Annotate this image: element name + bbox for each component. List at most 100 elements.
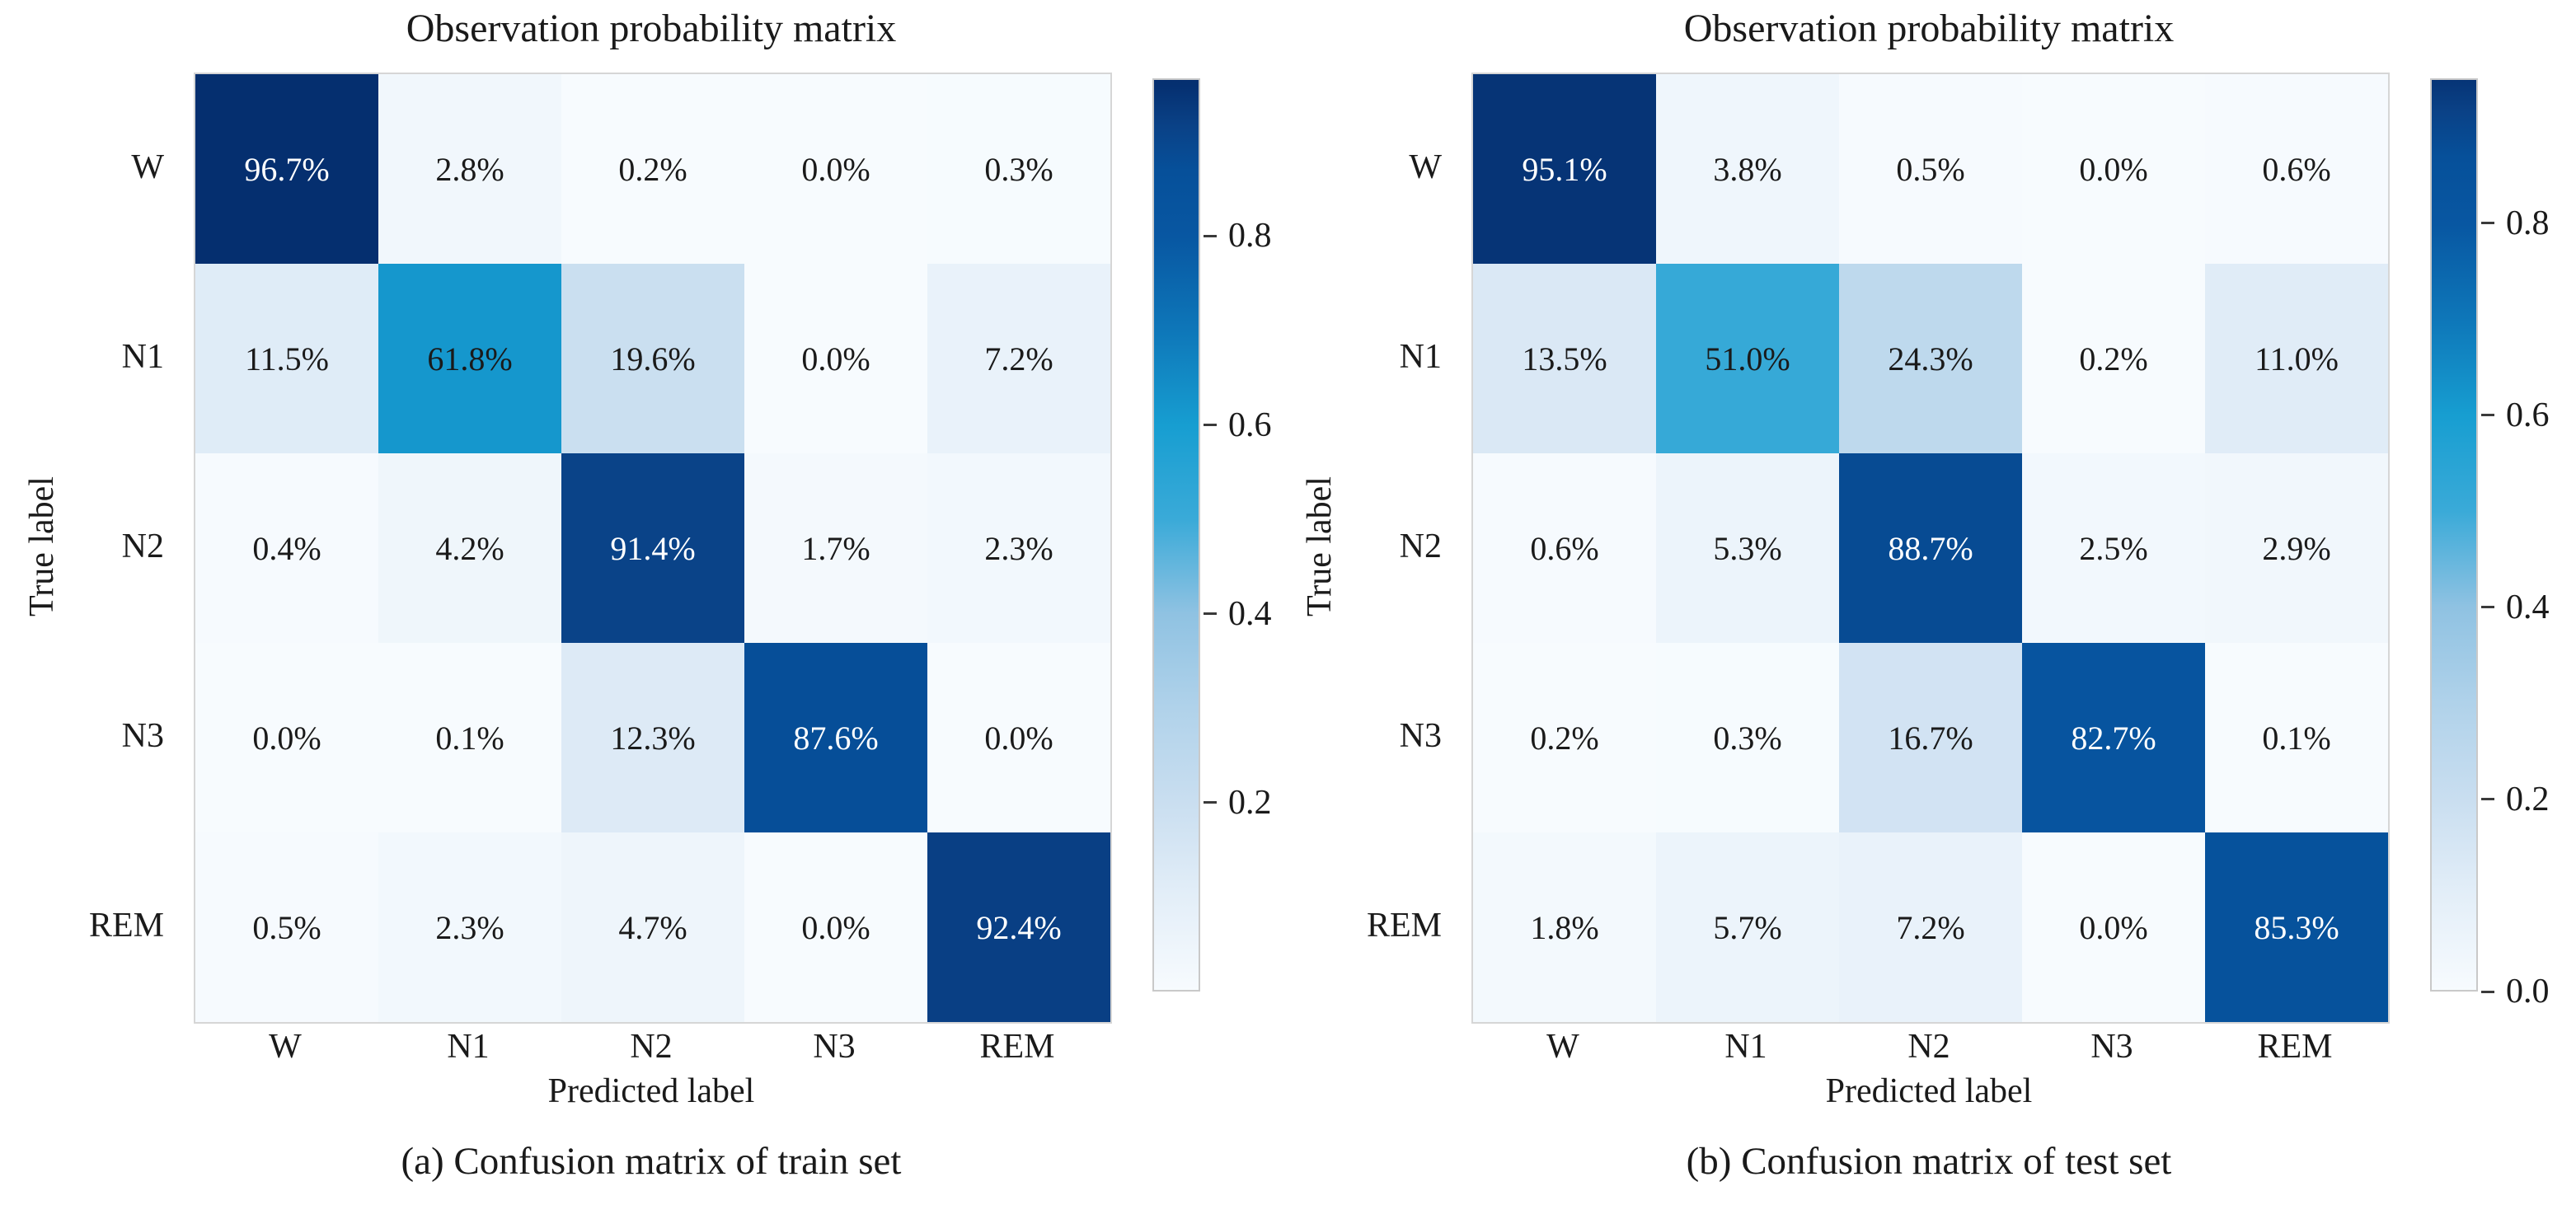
matrix-cell: 3.8% [1656, 74, 1839, 264]
colorbar-tick-mark [1204, 612, 1217, 616]
matrix-cell: 96.7% [195, 74, 378, 264]
y-tick-labels: W N1 N2 N3 REM [63, 73, 179, 1020]
matrix-cell: 13.5% [1473, 264, 1656, 453]
x-tick-label: N2 [630, 1028, 673, 1066]
colorbar-tick-label: 0.8 [1228, 217, 1272, 256]
matrix-cell: 51.0% [1656, 264, 1839, 453]
colorbar-tick-mark [2481, 222, 2494, 225]
matrix-cell: 0.2% [1473, 643, 1656, 832]
matrix-cell: 61.8% [378, 264, 561, 453]
matrix-cell: 7.2% [927, 264, 1110, 453]
matrix-cell: 12.3% [561, 643, 744, 832]
matrix-cell: 11.0% [2205, 264, 2388, 453]
matrix-cell: 2.9% [2205, 453, 2388, 643]
chart-title: Observation probability matrix [406, 7, 897, 50]
colorbar-gradient [2430, 78, 2478, 992]
y-tick-label: W [131, 148, 164, 186]
y-tick-label: REM [1366, 907, 1442, 945]
colorbar-tick-label: 0.2 [2506, 780, 2550, 818]
matrix-cell: 0.6% [1473, 453, 1656, 643]
matrix-cell: 4.7% [561, 832, 744, 1022]
x-tick-label: N3 [2090, 1028, 2133, 1066]
colorbar-tick-mark [1204, 801, 1217, 804]
matrix-cell: 0.2% [561, 74, 744, 264]
matrix-cell: 5.7% [1656, 832, 1839, 1022]
x-axis-label: Predicted label [1825, 1072, 2033, 1110]
matrix-cell: 0.0% [744, 74, 927, 264]
heatmap-matrix: 95.1% 3.8% 0.5% 0.0% 0.6% 13.5% 51.0% 24.3% 0.2%… [1471, 73, 2390, 1024]
matrix-cell: 0.0% [927, 643, 1110, 832]
matrix-cell: 5.3% [1656, 453, 1839, 643]
x-tick-label: W [1546, 1028, 1579, 1066]
x-tick-labels: W N1 N2 N3 REM [194, 1027, 1109, 1070]
matrix-cell: 0.2% [2022, 264, 2205, 453]
colorbar-tick-label: 0.2 [1228, 783, 1272, 822]
colorbar-tick-mark [2481, 990, 2494, 993]
colorbar-tick-mark [2481, 606, 2494, 609]
matrix-cell: 24.3% [1839, 264, 2022, 453]
subfigure-caption: (a) Confusion matrix of train set [401, 1140, 902, 1183]
y-tick-label: W [1409, 148, 1442, 186]
matrix-cell: 0.0% [744, 264, 927, 453]
y-tick-label: N3 [1399, 717, 1442, 755]
matrix-cell: 88.7% [1839, 453, 2022, 643]
colorbar-tick-label: 0.6 [2506, 396, 2550, 434]
matrix-cell: 11.5% [195, 264, 378, 453]
y-tick-label: N2 [121, 527, 164, 565]
matrix-cell: 19.6% [561, 264, 744, 453]
matrix-cell: 95.1% [1473, 74, 1656, 264]
matrix-cell: 0.5% [195, 832, 378, 1022]
matrix-cell: 0.1% [2205, 643, 2388, 832]
subfigure-caption: (b) Confusion matrix of test set [1686, 1140, 2172, 1183]
x-tick-labels: W N1 N2 N3 REM [1471, 1027, 2386, 1070]
y-axis-label: True label [23, 476, 61, 617]
matrix-cell: 85.3% [2205, 832, 2388, 1022]
matrix-cell: 0.3% [1656, 643, 1839, 832]
x-tick-label: REM [2257, 1028, 2333, 1066]
matrix-cell: 0.3% [927, 74, 1110, 264]
matrix-cell: 1.8% [1473, 832, 1656, 1022]
colorbar-tick-mark [1204, 424, 1217, 427]
x-tick-label: N3 [813, 1028, 856, 1066]
matrix-cell: 4.2% [378, 453, 561, 643]
colorbar: 0.8 0.6 0.4 0.2 0.0 [2430, 78, 2576, 1009]
matrix-cell: 2.3% [378, 832, 561, 1022]
chart-title: Observation probability matrix [1683, 7, 2175, 50]
matrix-cell: 0.0% [744, 832, 927, 1022]
matrix-cell: 92.4% [927, 832, 1110, 1022]
y-tick-label: N2 [1399, 527, 1442, 565]
matrix-cell: 91.4% [561, 453, 744, 643]
matrix-cell: 7.2% [1839, 832, 2022, 1022]
y-tick-label: N1 [1399, 338, 1442, 376]
matrix-cell: 16.7% [1839, 643, 2022, 832]
matrix-cell: 1.7% [744, 453, 927, 643]
matrix-cell: 82.7% [2022, 643, 2205, 832]
matrix-cell: 0.5% [1839, 74, 2022, 264]
colorbar-tick-label: 0.0 [2506, 973, 2550, 1010]
x-tick-label: N1 [1724, 1028, 1767, 1066]
y-tick-label: REM [88, 907, 164, 945]
x-tick-label: REM [979, 1028, 1055, 1066]
matrix-cell: 2.3% [927, 453, 1110, 643]
y-tick-labels: W N1 N2 N3 REM [1341, 73, 1457, 1020]
matrix-cell: 0.6% [2205, 74, 2388, 264]
x-axis-label: Predicted label [547, 1072, 755, 1110]
colorbar: 0.8 0.6 0.4 0.2 [1152, 78, 1317, 992]
colorbar-tick-label: 0.4 [1228, 594, 1272, 633]
y-tick-label: N3 [121, 717, 164, 755]
matrix-cell: 0.0% [2022, 832, 2205, 1022]
heatmap-matrix: 96.7% 2.8% 0.2% 0.0% 0.3% 11.5% 61.8% 19.6% 0.0%… [194, 73, 1112, 1024]
colorbar-tick-mark [2481, 414, 2494, 417]
colorbar-tick-label: 0.4 [2506, 588, 2550, 626]
colorbar-tick-mark [1204, 234, 1217, 237]
y-axis-label-box: True label [19, 73, 65, 1020]
colorbar-tick-label: 0.8 [2506, 204, 2550, 242]
matrix-cell: 0.1% [378, 643, 561, 832]
matrix-cell: 87.6% [744, 643, 927, 832]
y-axis-label: True label [1301, 476, 1339, 617]
matrix-cell: 0.0% [195, 643, 378, 832]
colorbar-tick-mark [2481, 798, 2494, 801]
x-tick-label: N1 [447, 1028, 490, 1066]
y-tick-label: N1 [121, 338, 164, 376]
